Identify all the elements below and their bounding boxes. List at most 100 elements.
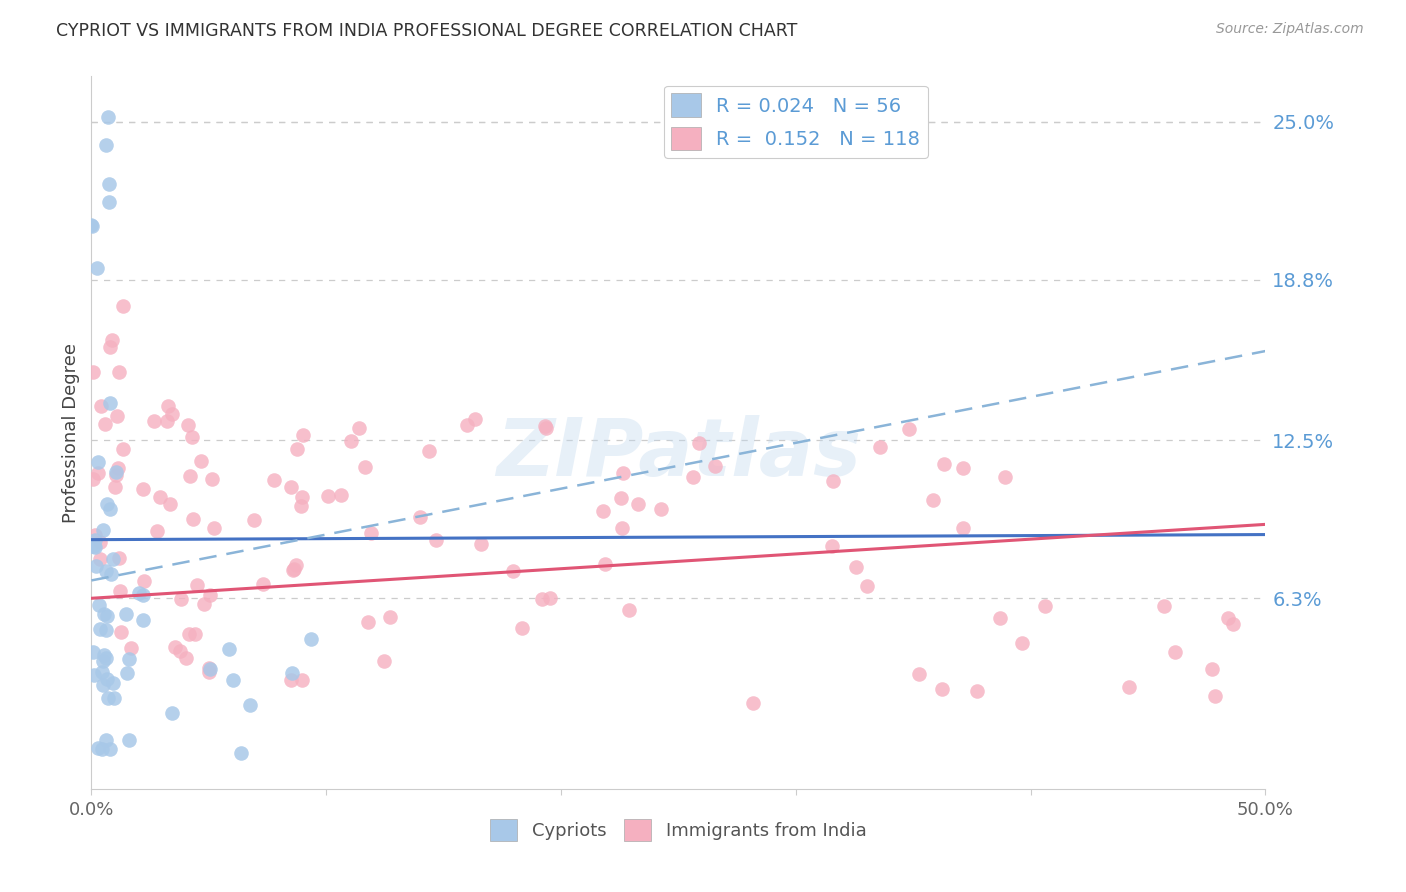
Point — [160, 407, 183, 421]
Point — [103, 479, 125, 493]
Point — [1153, 599, 1175, 614]
Point — [128, 586, 150, 600]
Point — [115, 666, 138, 681]
Point — [988, 611, 1011, 625]
Point — [922, 492, 945, 507]
Point — [179, 469, 201, 483]
Point — [688, 435, 710, 450]
Point — [96, 623, 118, 637]
Point — [170, 592, 193, 607]
Point — [105, 465, 128, 479]
Point — [82, 472, 104, 486]
Point — [98, 396, 121, 410]
Point — [821, 539, 844, 553]
Point — [142, 414, 165, 428]
Point — [87, 741, 110, 756]
Point — [107, 461, 129, 475]
Point — [200, 471, 222, 485]
Point — [91, 524, 114, 538]
Point — [193, 597, 215, 611]
Point — [425, 533, 447, 547]
Point — [966, 684, 988, 698]
Point — [510, 621, 533, 635]
Point — [90, 399, 112, 413]
Point — [83, 539, 105, 553]
Point — [96, 609, 118, 624]
Point — [932, 458, 955, 472]
Point — [94, 732, 117, 747]
Point — [534, 419, 557, 434]
Point — [650, 501, 672, 516]
Point — [93, 648, 115, 662]
Point — [380, 609, 402, 624]
Point — [330, 488, 353, 502]
Point — [120, 641, 142, 656]
Point — [179, 627, 201, 641]
Point — [280, 673, 302, 688]
Point — [617, 602, 640, 616]
Point — [100, 502, 122, 516]
Point — [190, 454, 212, 468]
Text: CYPRIOT VS IMMIGRANTS FROM INDIA PROFESSIONAL DEGREE CORRELATION CHART: CYPRIOT VS IMMIGRANTS FROM INDIA PROFESS… — [56, 22, 797, 40]
Point — [87, 466, 110, 480]
Point — [218, 642, 240, 657]
Point — [93, 607, 115, 622]
Point — [118, 652, 141, 666]
Point — [952, 521, 974, 535]
Point — [165, 640, 187, 654]
Point — [349, 421, 371, 435]
Point — [1204, 689, 1226, 703]
Point — [239, 698, 262, 713]
Point — [110, 625, 132, 640]
Point — [1011, 636, 1033, 650]
Point — [821, 474, 844, 488]
Point — [159, 497, 181, 511]
Point — [869, 440, 891, 454]
Point — [285, 442, 308, 456]
Point — [231, 746, 253, 760]
Point — [104, 467, 127, 482]
Point — [177, 417, 200, 432]
Point — [283, 562, 305, 576]
Point — [536, 421, 558, 435]
Point — [198, 661, 221, 675]
Point — [263, 473, 285, 487]
Point — [360, 525, 382, 540]
Point — [243, 513, 266, 527]
Point — [84, 528, 107, 542]
Point — [149, 491, 172, 505]
Point — [252, 577, 274, 591]
Point — [93, 678, 115, 692]
Point — [409, 510, 432, 524]
Point — [200, 662, 222, 676]
Point — [502, 564, 524, 578]
Point — [280, 480, 302, 494]
Point — [111, 442, 134, 457]
Point — [84, 559, 107, 574]
Point — [291, 673, 314, 687]
Y-axis label: Professional Degree: Professional Degree — [62, 343, 80, 523]
Point — [174, 650, 197, 665]
Point — [186, 578, 208, 592]
Point — [593, 557, 616, 571]
Point — [115, 607, 138, 621]
Point — [530, 592, 553, 607]
Point — [80, 219, 103, 234]
Point — [610, 521, 633, 535]
Point — [1222, 616, 1244, 631]
Point — [93, 417, 115, 431]
Point — [82, 644, 104, 658]
Point — [908, 666, 931, 681]
Point — [146, 524, 169, 539]
Point — [682, 469, 704, 483]
Point — [89, 623, 111, 637]
Point — [1216, 611, 1239, 625]
Point — [100, 567, 122, 582]
Point — [93, 654, 115, 668]
Point — [470, 537, 492, 551]
Point — [118, 733, 141, 747]
Point — [108, 550, 131, 565]
Point — [80, 218, 103, 232]
Point — [89, 535, 111, 549]
Point — [105, 409, 128, 424]
